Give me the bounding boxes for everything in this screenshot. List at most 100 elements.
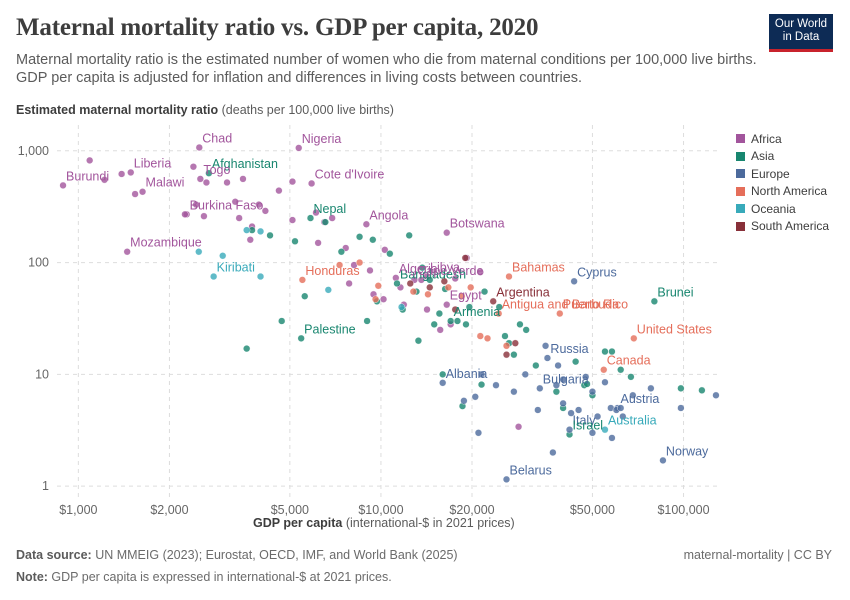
data-source-text: UN MMEIG (2023); Eurostat, OECD, IMF, an… (91, 548, 458, 562)
point-label: Nepal (313, 202, 346, 216)
data-point (362, 220, 370, 228)
data-point (298, 276, 306, 284)
logo-line-2: in Data (782, 31, 820, 43)
data-point (308, 179, 316, 188)
point-label: Belarus (510, 463, 552, 477)
data-point (588, 388, 597, 396)
legend-item[interactable]: Asia (736, 148, 829, 166)
data-point (414, 337, 423, 345)
logo-line-1: Our World (774, 18, 828, 30)
note-label: Note: (16, 570, 48, 584)
data-point (127, 168, 135, 177)
data-point (363, 317, 371, 325)
data-point (266, 231, 274, 239)
data-point (100, 176, 109, 184)
data-point (295, 144, 303, 152)
point-label: Canada (607, 354, 651, 368)
legend-item[interactable]: Europe (736, 165, 829, 183)
data-point (301, 292, 309, 300)
point-label: Afghanistan (212, 157, 278, 171)
point-label: Norway (666, 444, 709, 458)
data-point (59, 181, 67, 190)
data-point (627, 373, 635, 381)
data-point (502, 351, 511, 359)
x-tick-label: $5,000 (271, 503, 309, 517)
y-tick-label: 100 (28, 256, 49, 270)
legend-label: Africa (751, 131, 782, 146)
point-label: Nigeria (302, 132, 342, 146)
data-point (698, 386, 706, 394)
data-point (505, 272, 513, 281)
legend-swatch (736, 169, 745, 179)
data-point (559, 399, 567, 407)
data-point (502, 342, 511, 350)
data-point (559, 375, 567, 384)
point-label: Cote d'Ivoire (315, 167, 385, 181)
data-point (369, 236, 377, 244)
legend-item[interactable]: Oceania (736, 200, 829, 218)
data-point (418, 264, 426, 272)
data-point (458, 292, 466, 300)
data-point (374, 282, 382, 290)
data-point (405, 231, 413, 239)
data-point (255, 200, 263, 209)
data-point (371, 295, 380, 303)
data-point (439, 370, 447, 378)
legend-label: South America (751, 219, 830, 234)
point-label: Burkina Faso (190, 198, 264, 212)
data-point (480, 287, 489, 296)
data-point (712, 391, 720, 399)
data-point (451, 274, 459, 283)
point-label: Antigua and Barbuda (502, 298, 620, 312)
point-label: Angola (369, 208, 408, 222)
data-point (426, 283, 434, 291)
data-point (534, 406, 542, 414)
owid-logo[interactable]: Our World in Data (769, 14, 833, 52)
data-point (514, 423, 523, 431)
data-point (543, 354, 552, 362)
x-tick-label: $20,000 (449, 503, 494, 517)
data-point (195, 248, 203, 256)
data-point (588, 429, 597, 437)
data-point (118, 170, 126, 178)
data-point (536, 384, 544, 392)
data-point (138, 188, 147, 196)
x-tick-label: $100,000 (657, 503, 709, 517)
data-point (196, 175, 204, 183)
credit-link[interactable]: maternal-mortality | CC BY (683, 548, 832, 562)
data-point (297, 334, 305, 342)
data-point (426, 276, 434, 284)
data-point (471, 393, 479, 401)
legend-label: Oceania (751, 201, 796, 216)
point-label: Bangladesh (400, 267, 466, 281)
data-point (510, 388, 518, 396)
data-point (574, 406, 583, 414)
data-point (189, 163, 198, 171)
data-point (467, 283, 475, 291)
chart-title: Maternal mortality ratio vs. GDP per cap… (16, 14, 539, 41)
point-label: Liberia (134, 156, 172, 170)
point-label: United States (637, 322, 712, 336)
data-point (601, 426, 609, 434)
data-point (489, 297, 497, 305)
x-tick-label: $10,000 (358, 503, 403, 517)
data-point (502, 475, 511, 483)
x-tick-label: $50,000 (570, 503, 615, 517)
data-point (659, 456, 667, 465)
data-point (417, 276, 425, 284)
data-point (617, 366, 625, 374)
legend: Africa Asia Europe North America Oceania Sout… (736, 130, 829, 235)
data-point (435, 309, 443, 318)
legend-item[interactable]: North America (736, 183, 829, 201)
point-label: Cape Verde (417, 264, 483, 278)
data-point (131, 190, 139, 198)
y-tick-label: 1,000 (18, 144, 49, 158)
legend-item[interactable]: Africa (736, 130, 829, 148)
data-point (522, 326, 530, 334)
legend-swatch (736, 134, 745, 144)
point-label: Algeria (399, 262, 438, 276)
y-axis-label-unit: (deaths per 100,000 live births) (218, 103, 394, 117)
data-point (288, 177, 297, 186)
legend-item[interactable]: South America (736, 218, 829, 236)
